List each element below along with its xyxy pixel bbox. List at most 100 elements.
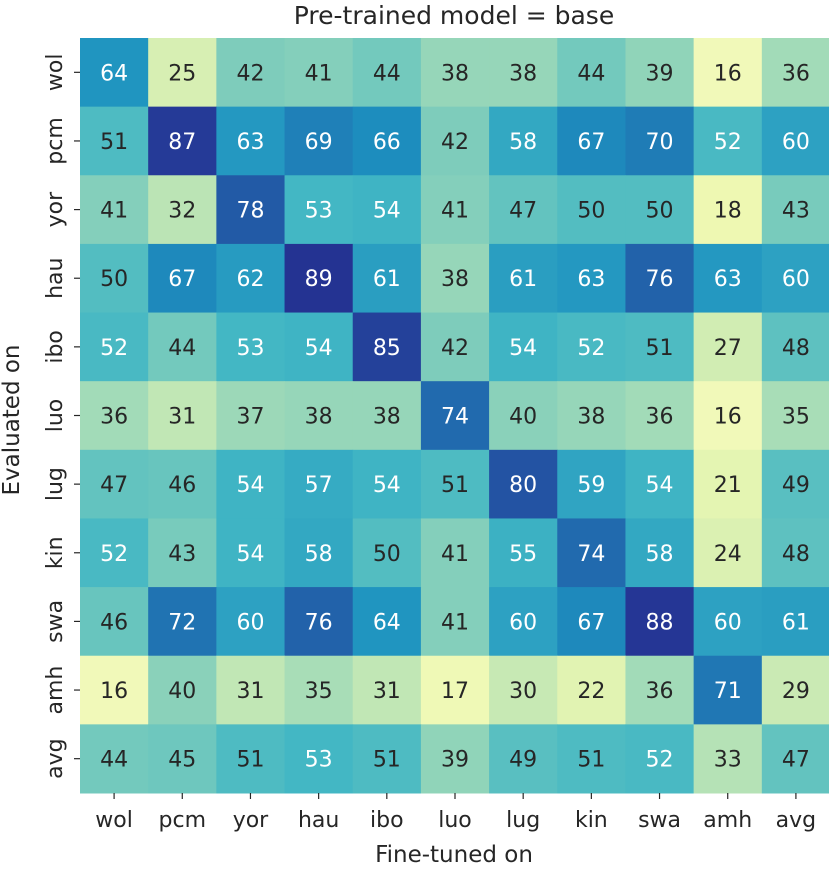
heatmap-cell [284,724,354,794]
cell-value-label: 60 [236,610,264,635]
y-tick-label: pcm [43,117,68,165]
heatmap-cell [420,518,490,588]
heatmap-cell [148,175,217,245]
cell-value-label: 32 [168,199,196,224]
cell-value-label: 51 [646,336,674,361]
heatmap-cell [148,587,217,657]
x-tick-label: ibo [370,808,404,833]
heatmap-cell [80,449,149,519]
heatmap-cell [420,175,490,245]
heatmap-cell [148,518,217,588]
heatmap-cell [216,587,286,657]
heatmap-cell [693,106,763,176]
cell-value-label: 38 [441,61,469,86]
cell-value-label: 53 [305,748,333,773]
heatmap-cell [284,175,354,245]
heatmap-cell-labels: 64 25 42 41 44 38 38 44 39 16 36 51 87 63 69 66 42 58 67 70… [100,61,810,772]
cell-value-label: 38 [509,61,537,86]
heatmap-cell [693,312,763,382]
cell-value-label: 27 [714,336,742,361]
x-tick-label: yor [233,808,269,833]
y-tick-label: ibo [43,330,68,364]
cell-value-label: 49 [509,748,537,773]
cell-value-label: 52 [577,336,605,361]
cell-value-label: 41 [305,61,333,86]
cell-value-label: 16 [714,61,742,86]
cell-value-label: 31 [168,405,196,430]
cell-value-label: 21 [714,473,742,498]
heatmap-cell [80,106,149,176]
heatmap-cell [284,655,354,725]
heatmap-cell [557,449,626,519]
heatmap-cell [489,175,558,245]
cell-value-label: 60 [782,130,810,155]
cell-value-label: 38 [373,405,401,430]
cell-value-label: 53 [305,199,333,224]
cell-value-label: 44 [373,61,401,86]
heatmap-cell [148,655,217,725]
heatmap-cell [216,38,286,108]
cell-value-label: 22 [577,679,605,704]
heatmap-cell [693,655,763,725]
heatmap-cell [557,587,626,657]
heatmap-cell [148,312,217,382]
cell-value-label: 52 [714,130,742,155]
x-axis-label: Fine-tuned on [375,842,533,868]
cell-value-label: 70 [646,130,674,155]
cell-value-label: 18 [714,199,742,224]
cell-value-label: 60 [509,610,537,635]
cell-value-label: 31 [236,679,264,704]
heatmap-cell [284,381,354,451]
cell-value-label: 43 [782,199,810,224]
cell-value-label: 36 [646,405,674,430]
x-tick-label: pcm [159,808,207,833]
heatmap-cell [761,106,829,176]
heatmap-cell [761,312,829,382]
cell-value-label: 29 [782,679,810,704]
y-axis-label: Evaluated on [0,344,25,495]
heatmap-cell [625,312,695,382]
cell-value-label: 89 [305,267,333,292]
heatmap-cell [761,449,829,519]
cell-value-label: 53 [236,336,264,361]
cell-value-label: 52 [646,748,674,773]
heatmap-cell [420,243,490,314]
heatmap-cell [80,518,149,588]
heatmap-cell [761,243,829,314]
cell-value-label: 54 [305,336,333,361]
heatmap-cell [420,587,490,657]
cell-value-label: 52 [100,336,128,361]
cell-value-label: 48 [782,336,810,361]
y-tick-label: swa [43,600,68,643]
heatmap-cell [148,449,217,519]
heatmap-cell [420,312,490,382]
cell-value-label: 63 [714,267,742,292]
cell-value-label: 63 [577,267,605,292]
heatmap-cell [148,243,217,314]
cell-value-label: 59 [577,473,605,498]
cell-value-label: 67 [577,610,605,635]
heatmap-cell [625,518,695,588]
chart-title: Pre-trained model = base [294,1,614,30]
heatmap-cell [557,724,626,794]
heatmap-cell [284,243,354,314]
y-axis: wol pcm yor hau ibo luo lug kin swa amh avg [43,54,80,779]
heatmap-cell [216,724,286,794]
heatmap-cell [352,106,422,176]
cell-value-label: 16 [100,679,128,704]
heatmap-cell [216,449,286,519]
cell-value-label: 36 [782,61,810,86]
heatmap-cells [80,38,829,794]
cell-value-label: 39 [441,748,469,773]
cell-value-label: 61 [373,267,401,292]
heatmap-cell [420,724,490,794]
cell-value-label: 16 [714,405,742,430]
heatmap-cell [80,175,149,245]
cell-value-label: 39 [646,61,674,86]
cell-value-label: 41 [441,542,469,567]
y-tick-label: lug [43,467,68,501]
cell-value-label: 30 [509,679,537,704]
x-tick-label: hau [298,808,339,833]
cell-value-label: 45 [168,748,196,773]
heatmap-cell [693,381,763,451]
